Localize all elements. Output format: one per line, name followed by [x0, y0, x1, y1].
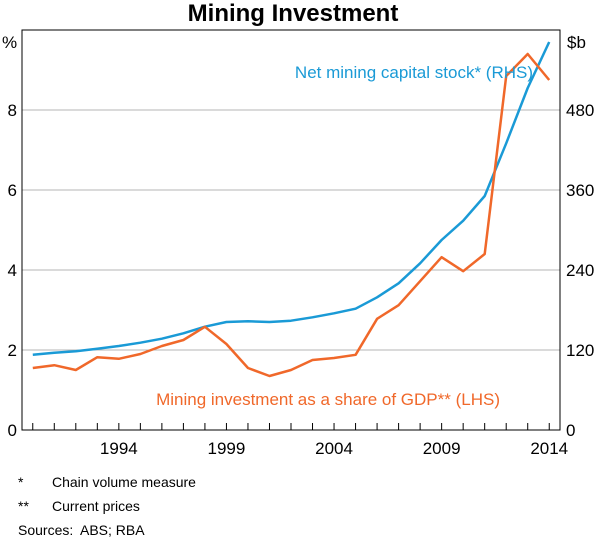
right-tick-label: 120 [566, 341, 594, 360]
left-tick-label: 4 [8, 261, 17, 280]
right-axis-tick-labels: 0 120 240 360 480 [566, 101, 594, 440]
chart-title: Mining Investment [188, 0, 399, 27]
left-tick-label: 2 [8, 341, 17, 360]
footnote-text: Chain volume measure [52, 474, 196, 490]
right-tick-label: 240 [566, 261, 594, 280]
footnote-row: * Chain volume measure [18, 470, 196, 494]
left-tick-label: 0 [8, 421, 17, 440]
footnote-mark: * [18, 474, 24, 490]
left-axis-tick-labels: 0 2 4 6 8 [8, 101, 17, 440]
series-label-mining-investment-share-gdp: Mining investment as a share of GDP** (L… [156, 390, 500, 409]
x-axis-ticks [32, 423, 550, 430]
right-tick-label: 0 [566, 421, 575, 440]
left-tick-label: 8 [8, 101, 17, 120]
series-line-net-mining-capital-stock [32, 41, 551, 356]
x-axis-tick-labels: 1994 1999 2004 2009 2014 [100, 439, 568, 458]
footnote-mark: ** [18, 498, 29, 514]
sources-label: Sources: [18, 522, 74, 538]
x-tick-label: 1999 [208, 439, 246, 458]
series-line-mining-investment-share-gdp [32, 52, 551, 378]
x-tick-label: 1994 [100, 439, 138, 458]
sources-row: Sources: ABS; RBA [18, 518, 196, 542]
x-tick-label: 2009 [423, 439, 461, 458]
sources-text: ABS; RBA [80, 522, 145, 538]
x-tick-label: 2004 [315, 439, 353, 458]
footnote-row: ** Current prices [18, 494, 196, 518]
x-tick-label: 2014 [530, 439, 568, 458]
series-label-net-mining-capital-stock: Net mining capital stock* (RHS) [295, 63, 533, 82]
left-axis-unit: % [2, 33, 17, 52]
left-tick-label: 6 [8, 181, 17, 200]
right-axis-unit: $b [567, 33, 586, 52]
footnotes: * Chain volume measure ** Current prices… [18, 470, 196, 542]
plot-frame [21, 29, 561, 431]
right-tick-label: 360 [566, 181, 594, 200]
gridlines [22, 109, 560, 351]
right-tick-label: 480 [566, 101, 594, 120]
footnote-text: Current prices [52, 498, 140, 514]
mining-investment-chart: Mining Investment 0 2 4 6 8 0 120 240 360 480 19… [2, 0, 594, 458]
